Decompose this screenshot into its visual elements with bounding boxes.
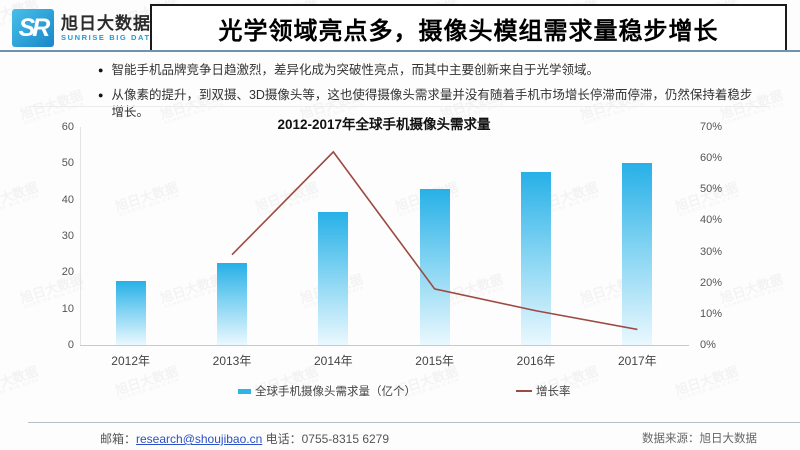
slide-title: 光学领域亮点多，摄像头模组需求量稳步增长 <box>218 17 719 45</box>
right-axis-tick: 10% <box>700 307 723 320</box>
right-axis-tick: 20% <box>700 276 723 289</box>
right-axis-tick: 0% <box>700 339 716 351</box>
slide-title-banner: 光学领域亮点多，摄像头模组需求量稳步增长 <box>150 4 787 50</box>
line-legend-swatch-icon <box>516 390 532 392</box>
right-axis-tick: 40% <box>700 214 723 227</box>
logo-name-cn: 旭日大数据 <box>61 13 151 33</box>
section-divider <box>30 106 770 107</box>
left-axis-tick: 60 <box>61 121 74 133</box>
bullet-list: ● 智能手机品牌竞争日趋激烈，差异化成为突破性亮点，而其中主要创新来自于光学领域… <box>98 62 758 129</box>
data-source: 数据来源：旭日大数据 <box>642 433 757 445</box>
demand-bar-2015年 <box>419 188 450 345</box>
phone-text: 电话：0755-8315 6279 <box>262 432 390 446</box>
header-divider <box>0 50 800 52</box>
right-axis-tick: 50% <box>700 183 723 196</box>
demand-bar-2017年 <box>622 163 653 345</box>
right-axis-tick: 30% <box>700 245 723 258</box>
bullet-text: 智能手机品牌竞争日趋激烈，差异化成为突破性亮点，而其中主要创新来自于光学领域。 <box>111 63 599 77</box>
bullet-dot-icon: ● <box>98 65 104 75</box>
x-axis-label: 2012年 <box>111 354 150 368</box>
left-axis-tick: 10 <box>61 302 74 315</box>
left-axis-tick: 20 <box>61 266 74 279</box>
x-axis-line <box>80 345 689 346</box>
x-axis-label: 2016年 <box>516 354 556 368</box>
logo-name-en: SUNRISE BIG DATA <box>61 33 158 43</box>
x-axis-label: 2017年 <box>617 354 657 368</box>
footer-contact: 邮箱：research@shoujibao.cn 电话：0755-8315 62… <box>100 430 389 447</box>
bullet-item: ● 智能手机品牌竞争日趋激烈，差异化成为突破性亮点，而其中主要创新来自于光学领域… <box>98 62 758 79</box>
left-axis-tick: 0 <box>67 339 74 351</box>
left-axis-tick: 40 <box>61 193 74 206</box>
x-axis-label: 2015年 <box>415 354 454 368</box>
bar-legend-label: 全球手机摄像头需求量（亿个） <box>255 386 416 398</box>
demand-bar-2013年 <box>217 263 247 345</box>
bar-legend-swatch-icon <box>238 388 251 394</box>
x-axis-label: 2013年 <box>212 354 252 368</box>
demand-bar-2014年 <box>318 212 349 345</box>
left-axis-tick: 30 <box>61 230 74 242</box>
logo-monogram-icon: SR <box>12 9 54 47</box>
logo-text: 旭日大数据 SUNRISE BIG DATA <box>61 14 157 43</box>
company-logo: SR 旭日大数据 SUNRISE BIG DATA <box>12 9 157 47</box>
bullet-dot-icon: ● <box>98 89 104 100</box>
chart-title: 2012-2017年全球手机摄像头需求量 <box>277 117 491 132</box>
email-link[interactable]: research@shoujibao.cn <box>136 432 263 446</box>
right-axis-tick: 70% <box>700 121 723 133</box>
bullet-item: ● 从像素的提升，到双摄、3D摄像头等，这也使得摄像头需求量并没有随着手机市场增… <box>98 87 758 121</box>
y-axis-line <box>80 127 81 345</box>
legend-item-growth: 增长率 <box>516 383 571 399</box>
demand-bar-2012年 <box>115 281 146 345</box>
footer-divider <box>28 422 800 423</box>
right-axis-tick: 60% <box>700 152 723 165</box>
demand-bar-2016年 <box>521 172 551 345</box>
line-legend-label: 增长率 <box>536 386 571 398</box>
email-label: 邮箱： <box>100 432 137 446</box>
x-axis-label: 2014年 <box>313 354 353 368</box>
left-axis-tick: 50 <box>61 157 74 170</box>
bullet-text: 从像素的提升，到双摄、3D摄像头等，这也使得摄像头需求量并没有随着手机市场增长停… <box>111 87 753 119</box>
legend-item-demand: 全球手机摄像头需求量（亿个） <box>238 383 416 399</box>
